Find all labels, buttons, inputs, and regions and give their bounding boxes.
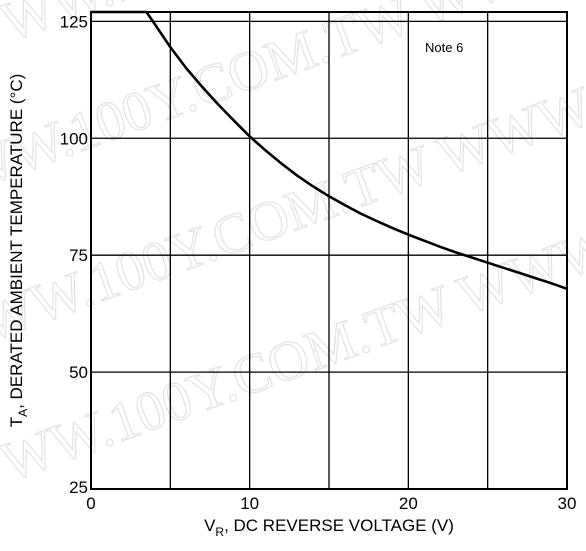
- x-tick-label: 30: [558, 494, 577, 513]
- y-axis-label-subscript: A: [16, 409, 30, 417]
- y-tick-label: 50: [69, 363, 88, 382]
- y-tick-label: 75: [69, 246, 88, 265]
- x-axis-label-main: V: [204, 516, 216, 535]
- y-axis-label-main: T: [7, 417, 26, 427]
- curve-layer: [91, 10, 568, 291]
- x-tick-labels: 0 10 20 30: [86, 494, 576, 513]
- x-axis-label-subscript: R: [215, 525, 224, 539]
- y-tick-label: 100: [60, 129, 88, 148]
- y-tick-label: 125: [60, 12, 88, 31]
- plot-frame: [90, 11, 568, 490]
- x-axis-label-rest: , DC REVERSE VOLTAGE (V): [224, 516, 454, 535]
- y-axis-label: TA, DERATED AMBIENT TEMPERATURE (°C): [7, 74, 30, 428]
- derating-curve: [91, 10, 568, 291]
- y-axis-label-rest: , DERATED AMBIENT TEMPERATURE (°C): [7, 74, 26, 409]
- x-tick-label: 0: [86, 494, 95, 513]
- x-tick-label: 10: [240, 494, 259, 513]
- x-tick-label: 20: [399, 494, 418, 513]
- note-annotation: Note 6: [425, 40, 463, 55]
- y-tick-label: 25: [69, 478, 88, 497]
- x-axis-label: VR, DC REVERSE VOLTAGE (V): [204, 516, 454, 539]
- grid-lines: [91, 12, 567, 489]
- y-tick-labels: 25 50 75 100 125: [60, 12, 88, 497]
